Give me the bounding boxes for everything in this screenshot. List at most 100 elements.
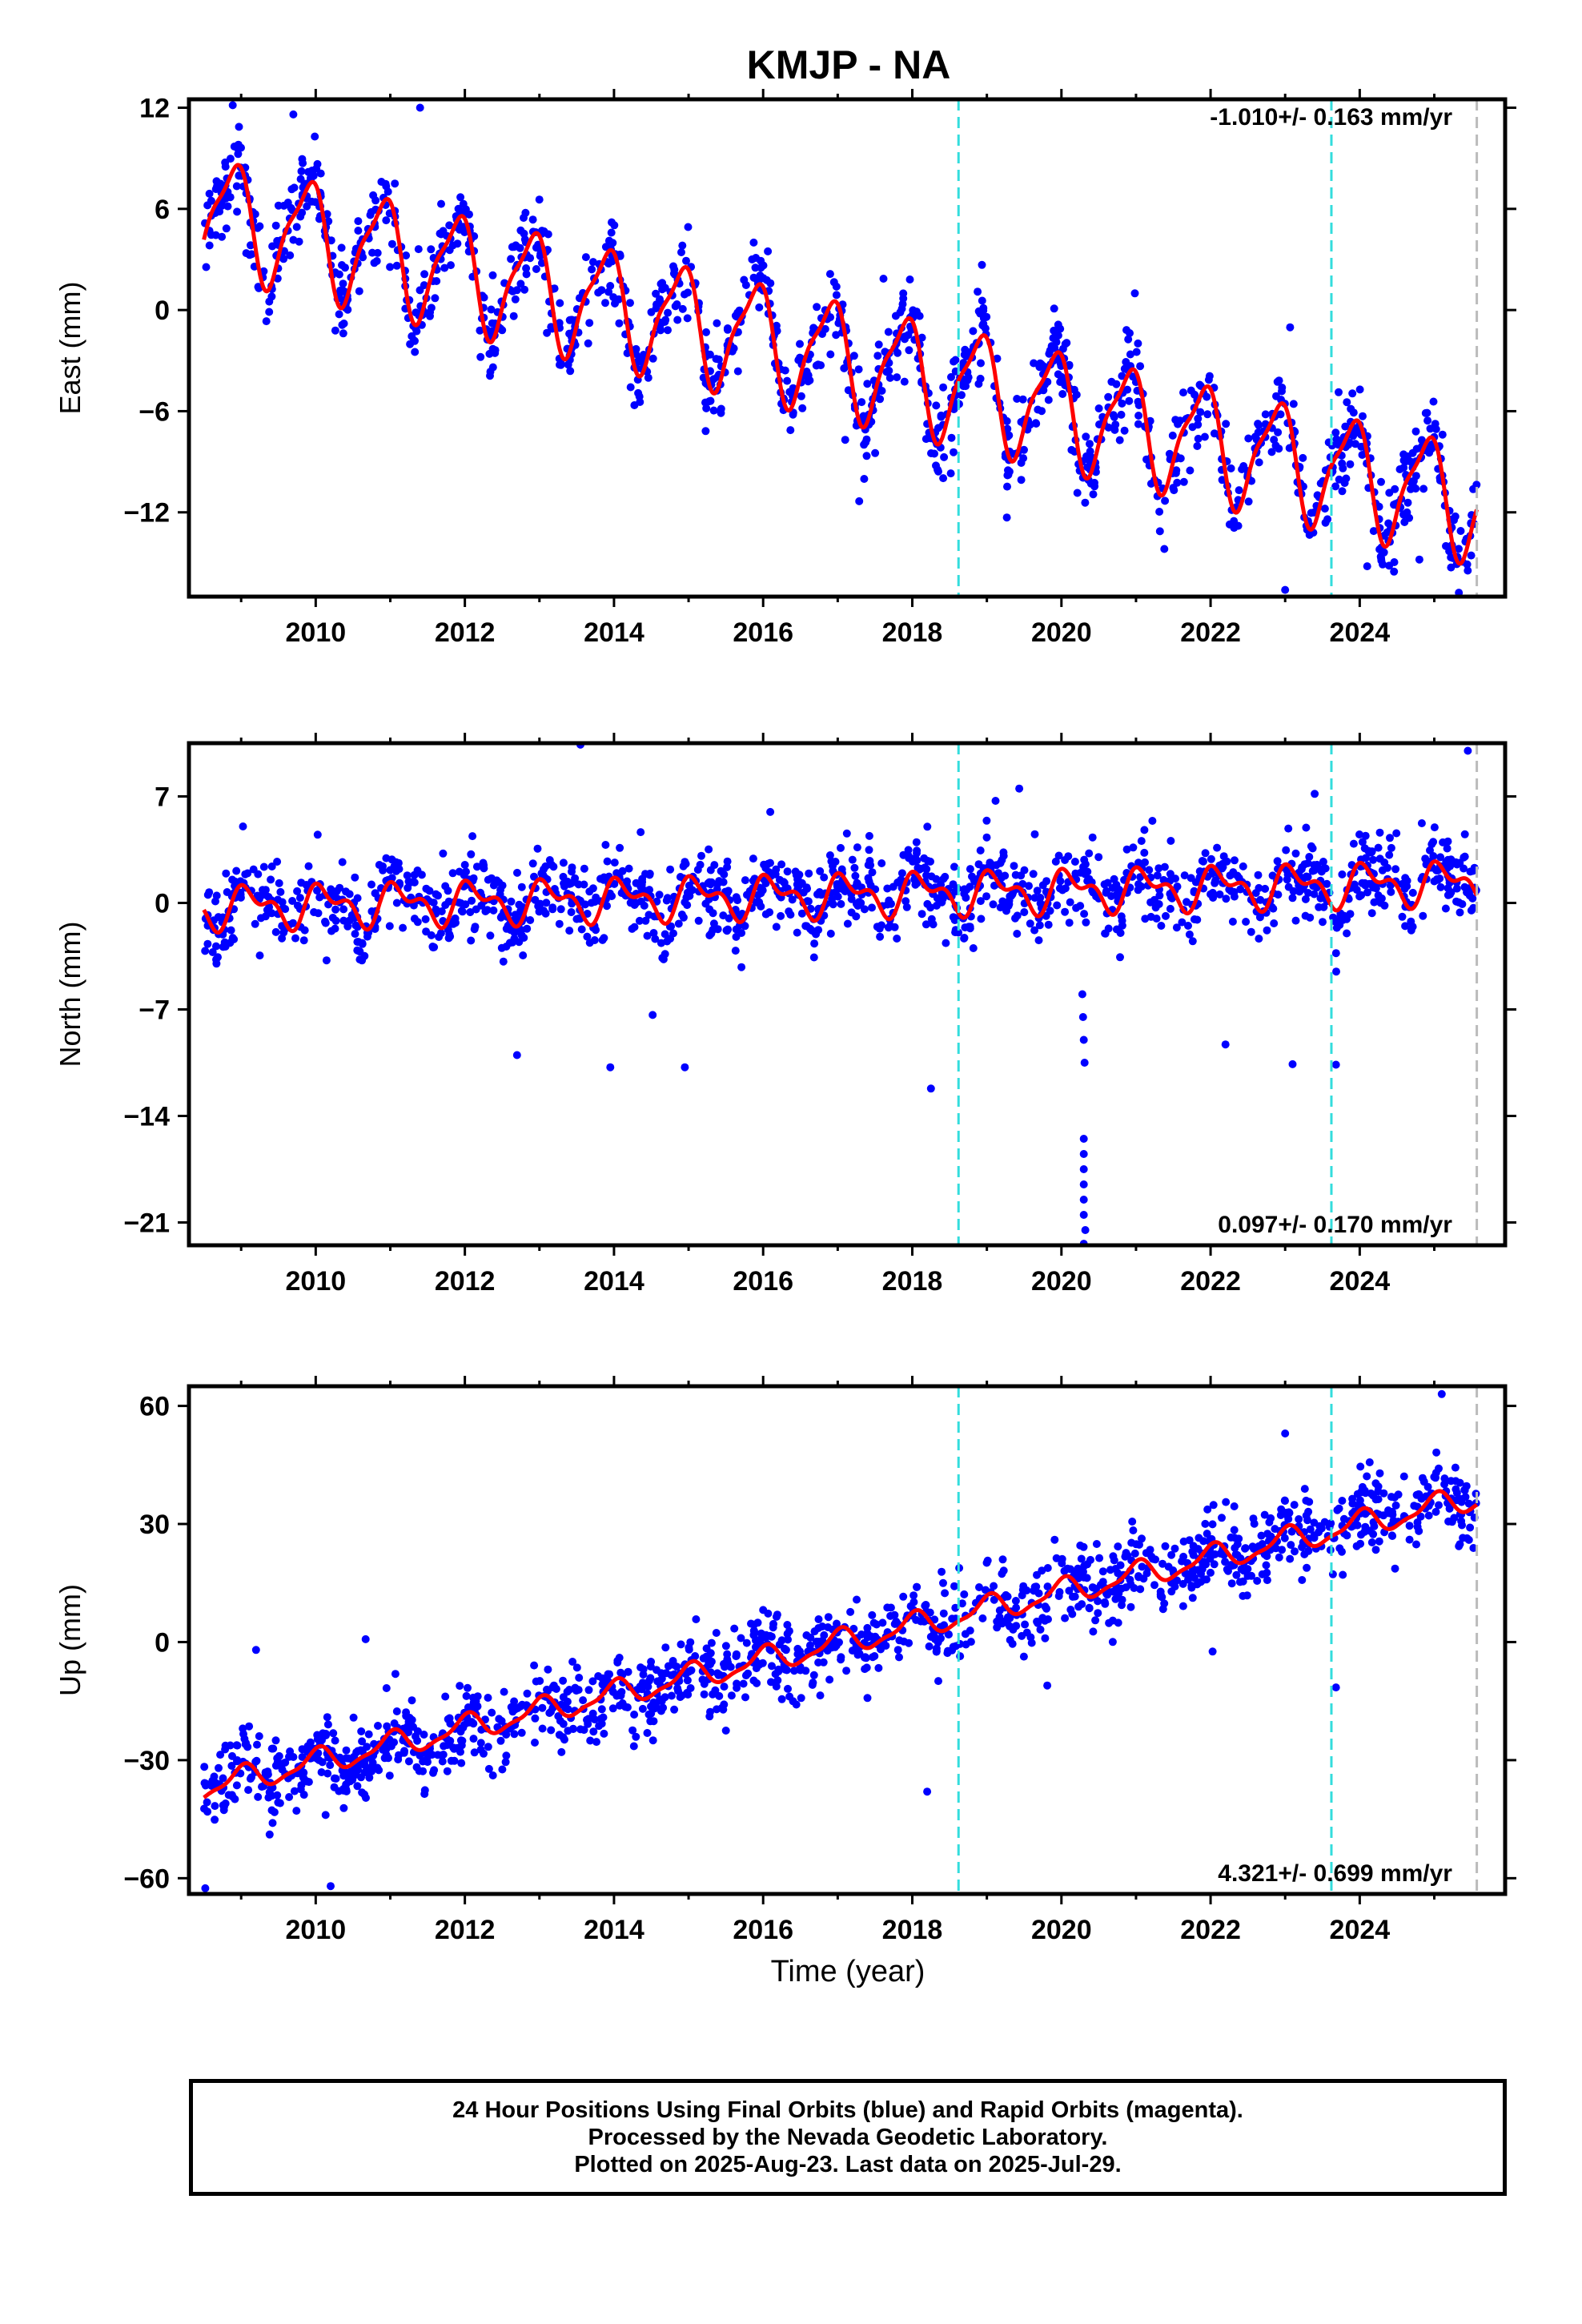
observation-point <box>335 883 344 892</box>
observation-point <box>1173 883 1182 891</box>
observation-point <box>1307 842 1315 850</box>
observation-point <box>564 1727 572 1735</box>
observation-point <box>676 873 685 881</box>
observation-point <box>431 294 440 303</box>
observation-point <box>1282 1509 1291 1517</box>
observation-point <box>255 951 264 960</box>
observation-point <box>677 248 685 256</box>
observation-point <box>335 310 343 319</box>
observation-point <box>1017 476 1026 485</box>
observation-point <box>610 221 619 230</box>
observation-point <box>832 331 841 340</box>
observation-point <box>945 1630 953 1638</box>
observation-point <box>1321 864 1330 873</box>
observation-point <box>1247 1571 1255 1580</box>
observation-point <box>600 1729 608 1738</box>
observation-point <box>1257 1531 1266 1540</box>
observation-point <box>355 287 363 296</box>
observation-point <box>1116 929 1125 937</box>
observation-point <box>1244 497 1253 506</box>
observation-point <box>705 350 714 359</box>
observation-point <box>1374 1482 1383 1491</box>
observation-point <box>797 1694 805 1703</box>
observation-point <box>541 862 550 870</box>
x-tick-label: 2020 <box>1031 1915 1092 1945</box>
observation-point <box>1072 903 1081 912</box>
observation-point <box>1335 388 1343 396</box>
observation-point <box>528 859 537 868</box>
observation-point <box>205 888 214 897</box>
observation-point <box>612 1691 621 1700</box>
observation-point <box>470 1748 479 1757</box>
observation-point <box>488 319 496 328</box>
observation-point <box>1399 464 1408 472</box>
observation-point <box>548 903 557 912</box>
observation-point <box>790 1667 798 1675</box>
observation-point <box>271 221 280 230</box>
observation-point <box>439 849 448 858</box>
observation-point <box>402 1708 411 1717</box>
x-axis-label: Time (year) <box>771 1955 926 1988</box>
observation-point <box>827 857 836 866</box>
observation-point <box>1203 1575 1211 1584</box>
observation-point <box>517 1728 526 1737</box>
observation-point <box>1044 920 1053 929</box>
observation-point <box>1410 1502 1419 1510</box>
observation-point <box>596 1715 605 1723</box>
observation-point <box>444 887 452 895</box>
observation-point <box>702 328 710 336</box>
observation-point <box>437 199 445 208</box>
observation-point <box>1080 910 1089 919</box>
observation-point <box>532 1677 540 1686</box>
observation-point <box>715 877 724 886</box>
observation-point <box>427 931 436 939</box>
observation-point <box>626 299 634 308</box>
observation-point <box>868 1610 877 1619</box>
observation-point <box>976 846 985 854</box>
observation-point <box>922 871 930 879</box>
observation-point <box>511 1705 520 1714</box>
observation-point <box>877 1645 885 1654</box>
observation-point <box>998 1555 1007 1564</box>
observation-point <box>751 263 760 272</box>
observation-point <box>1243 1591 1251 1600</box>
observation-point <box>793 928 801 937</box>
observation-point <box>1034 1589 1043 1598</box>
observation-point <box>1391 1501 1400 1510</box>
observation-point <box>810 939 819 948</box>
observation-point <box>913 849 921 858</box>
observation-point <box>1232 1570 1241 1579</box>
observation-point <box>1291 916 1300 925</box>
observation-point <box>1352 1542 1361 1550</box>
observation-point <box>1251 889 1260 898</box>
observation-point <box>273 1754 282 1763</box>
observation-point <box>1032 420 1041 428</box>
outlier-point <box>1437 1389 1446 1398</box>
observation-point <box>1018 1631 1026 1640</box>
observation-point <box>1035 363 1044 372</box>
observation-point <box>853 900 862 909</box>
observation-point <box>566 367 575 376</box>
observation-point <box>1194 1566 1203 1574</box>
observation-point <box>868 903 876 912</box>
y-axis-label-north: North (mm) <box>54 922 86 1068</box>
observation-point <box>772 1612 781 1621</box>
observation-point <box>391 858 400 866</box>
observation-point <box>1331 1060 1340 1069</box>
observation-point <box>938 1567 946 1576</box>
observation-point <box>386 263 395 271</box>
observation-point <box>1311 790 1319 798</box>
observation-point <box>1467 906 1476 915</box>
observation-point <box>853 1651 862 1659</box>
observation-point <box>879 275 888 283</box>
observation-point <box>456 1682 464 1691</box>
observation-point <box>1332 923 1341 932</box>
observation-point <box>1270 436 1279 444</box>
observation-point <box>825 851 834 859</box>
model-fit-east <box>202 163 1479 566</box>
observation-point <box>1117 410 1126 419</box>
observation-point <box>1089 490 1098 499</box>
observation-point <box>467 850 476 858</box>
observation-point <box>268 242 277 251</box>
